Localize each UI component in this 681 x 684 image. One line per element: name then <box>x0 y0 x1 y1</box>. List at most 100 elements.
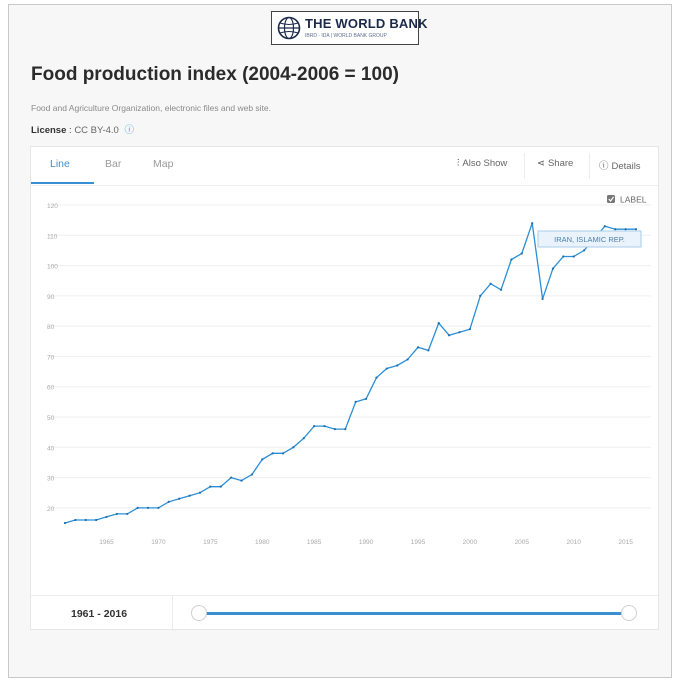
data-point <box>281 452 285 455</box>
source-text: Food and Agriculture Organization, elect… <box>31 103 272 113</box>
tab-map[interactable]: Map <box>153 158 174 170</box>
data-point <box>582 249 586 252</box>
x-tick-label: 2000 <box>463 539 478 546</box>
x-tick-label: 2010 <box>566 539 581 546</box>
world-bank-logo[interactable]: THE WORLD BANK IBRD · IDA | WORLD BANK G… <box>271 11 427 45</box>
data-point <box>230 476 233 479</box>
data-point <box>624 228 627 231</box>
chart-card: Line Bar Map ⫶ Also Show ⋖ Share ⓘ Details … <box>30 146 659 631</box>
x-tick-label: 1970 <box>151 539 166 546</box>
data-point <box>261 458 264 461</box>
active-tab-underline <box>31 182 94 184</box>
data-point <box>406 358 409 361</box>
data-point <box>531 222 534 225</box>
data-point <box>634 228 638 231</box>
data-point <box>541 297 544 300</box>
data-point <box>63 521 67 525</box>
data-point <box>468 328 471 331</box>
slider-handle-start[interactable] <box>191 605 207 621</box>
x-tick-label: 1975 <box>203 539 218 546</box>
data-point <box>292 446 295 449</box>
y-tick-label: 70 <box>47 354 55 361</box>
data-point <box>271 452 274 455</box>
data-point <box>437 322 440 325</box>
data-point <box>479 294 482 297</box>
data-point <box>448 334 451 337</box>
slider-handle-end[interactable] <box>621 605 637 621</box>
data-point <box>489 282 492 285</box>
data-point <box>198 491 202 494</box>
range-divider <box>172 596 173 631</box>
x-tick-label: 1990 <box>359 539 374 546</box>
data-point <box>105 515 108 519</box>
label-toggle-text: LABEL <box>620 195 647 205</box>
globe-icon <box>277 16 301 40</box>
y-tick-label: 80 <box>47 324 55 331</box>
details-icon: ⓘ <box>599 161 609 172</box>
data-point <box>562 255 565 258</box>
y-tick-label: 20 <box>47 506 55 513</box>
data-point <box>188 494 191 497</box>
y-tick-label: 60 <box>47 385 55 392</box>
data-point <box>126 512 129 516</box>
toolbar-divider <box>589 153 590 179</box>
tab-line[interactable]: Line <box>50 158 70 170</box>
x-tick-label: 1980 <box>255 539 270 546</box>
data-point <box>167 500 170 503</box>
logo-name: THE WORLD BANK <box>305 16 428 31</box>
y-tick-label: 50 <box>47 415 55 422</box>
y-tick-label: 110 <box>47 233 58 240</box>
tab-bar[interactable]: Bar <box>105 158 122 170</box>
chart-tabs: Line Bar Map ⫶ Also Show ⋖ Share ⓘ Details <box>31 147 658 186</box>
data-point <box>385 367 388 370</box>
x-tick-label: 2005 <box>515 539 530 546</box>
label-checkbox[interactable] <box>607 195 615 203</box>
line-chart: 20 30 40 50 60 70 80 90 100 110 120 1965 1970 1975 198… <box>47 195 651 546</box>
data-point <box>416 346 420 349</box>
x-tick-label: 1995 <box>411 539 426 546</box>
data-point <box>157 506 160 509</box>
share-icon: ⋖ <box>537 158 545 169</box>
series-line <box>64 222 636 524</box>
data-point <box>146 506 150 509</box>
year-range-slider: 1961 - 2016 <box>31 595 658 631</box>
data-point <box>510 258 513 261</box>
data-point <box>74 518 77 522</box>
check-icon <box>608 196 615 202</box>
x-tick-label: 2015 <box>618 539 633 546</box>
data-point <box>427 349 430 352</box>
series-annotation-label: IRAN, ISLAMIC REP. <box>554 235 625 244</box>
y-tick-label: 30 <box>47 476 55 483</box>
details-button[interactable]: ⓘ Details <box>599 158 641 172</box>
data-point <box>499 288 503 291</box>
y-tick-label: 100 <box>47 264 58 271</box>
data-point <box>354 400 357 403</box>
y-tick-label: 40 <box>47 445 55 452</box>
data-point <box>136 506 139 509</box>
data-point <box>551 267 555 270</box>
share-button[interactable]: ⋖ Share <box>537 158 573 169</box>
data-point <box>520 252 523 255</box>
range-label: 1961 - 2016 <box>71 608 128 620</box>
also-show-button[interactable]: ⫶ Also Show <box>457 158 507 169</box>
data-point <box>313 424 316 428</box>
slider-track[interactable] <box>199 612 629 615</box>
data-point <box>209 485 212 488</box>
data-point <box>614 228 617 231</box>
license-value[interactable]: CC BY-4.0 <box>74 125 119 136</box>
license-line: License : CC BY-4.0 ⓘ <box>31 125 134 136</box>
data-point <box>84 518 87 522</box>
data-point <box>250 473 253 476</box>
data-point <box>603 225 606 228</box>
x-tick-label: 1965 <box>99 539 114 546</box>
data-point <box>323 424 326 428</box>
toolbar-divider <box>524 153 525 179</box>
data-point <box>115 512 119 516</box>
data-point <box>396 364 399 367</box>
data-point <box>95 518 98 522</box>
data-point <box>333 428 337 431</box>
series-annotation-box <box>537 230 642 248</box>
data-point <box>375 376 378 379</box>
also-show-icon: ⫶ <box>457 158 460 169</box>
info-icon[interactable]: ⓘ <box>124 125 134 136</box>
